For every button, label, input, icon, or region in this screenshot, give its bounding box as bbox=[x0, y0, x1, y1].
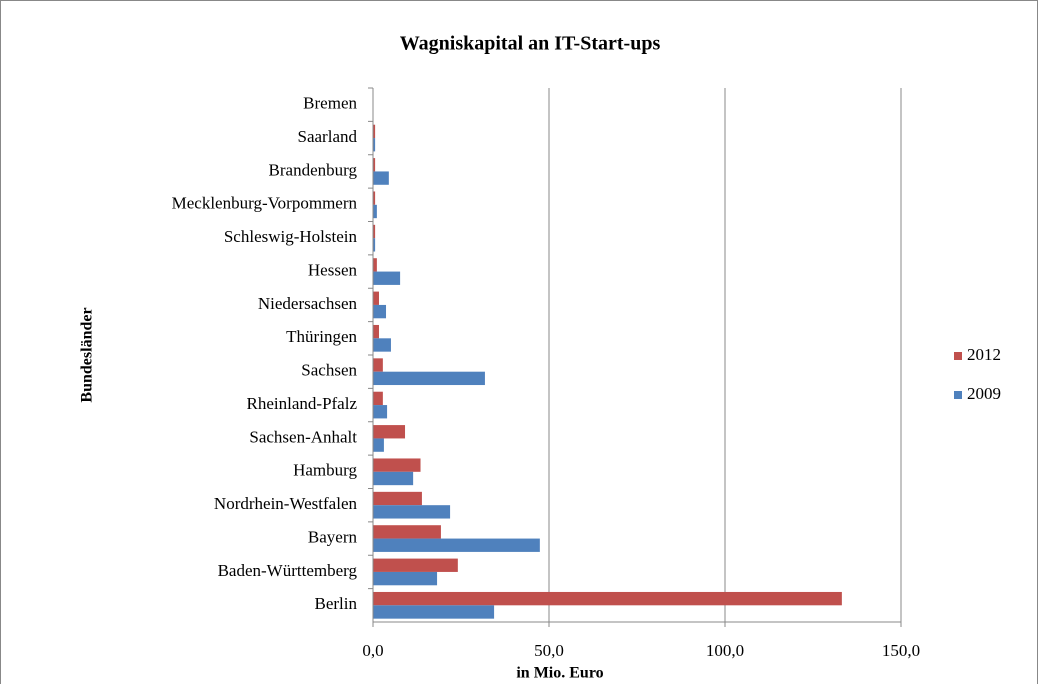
legend-swatch bbox=[954, 352, 962, 360]
x-tick-label: 100,0 bbox=[706, 641, 744, 660]
bar bbox=[373, 391, 383, 406]
x-axis-title: in Mio. Euro bbox=[516, 665, 603, 682]
bar bbox=[373, 304, 387, 319]
x-tick-label: 50,0 bbox=[534, 641, 564, 660]
bar bbox=[373, 224, 376, 239]
bar bbox=[373, 158, 376, 172]
y-tick-label: Bremen bbox=[303, 94, 357, 113]
bar bbox=[373, 438, 384, 452]
bar bbox=[373, 324, 379, 339]
bar bbox=[373, 591, 842, 606]
y-tick-label: Thüringen bbox=[286, 327, 357, 346]
y-tick-label: Rheinland-Pfalz bbox=[247, 394, 358, 413]
legend-label: 2012 bbox=[967, 345, 1001, 364]
bar bbox=[373, 124, 376, 139]
bar bbox=[373, 425, 406, 439]
legend-label: 2009 bbox=[967, 384, 1001, 403]
y-tick-label: Brandenburg bbox=[269, 160, 358, 179]
bar bbox=[373, 171, 389, 185]
y-tick-label: Mecklenburg-Vorpommern bbox=[172, 194, 358, 213]
bar bbox=[373, 538, 540, 552]
bar bbox=[373, 458, 421, 472]
bar bbox=[373, 605, 495, 619]
bar bbox=[373, 271, 401, 285]
y-axis-title: Bundesländer bbox=[79, 307, 96, 402]
y-tick-label: Berlin bbox=[315, 594, 358, 613]
x-tick-label: 150,0 bbox=[882, 641, 920, 660]
y-tick-label: Sachsen-Anhalt bbox=[249, 427, 357, 446]
y-tick-label: Nordrhein-Westfalen bbox=[214, 494, 358, 513]
y-tick-label: Baden-Württemberg bbox=[218, 561, 358, 580]
y-tick-label: Hessen bbox=[308, 260, 358, 279]
bar bbox=[373, 525, 441, 539]
bar bbox=[373, 491, 422, 506]
y-tick-label: Saarland bbox=[298, 127, 358, 146]
bar bbox=[373, 338, 391, 352]
y-tick-label: Niedersachsen bbox=[258, 294, 358, 313]
bar bbox=[373, 505, 451, 519]
bar bbox=[373, 358, 383, 372]
y-tick-label: Hamburg bbox=[293, 461, 357, 480]
bar bbox=[373, 571, 438, 586]
legend-swatch bbox=[954, 391, 962, 399]
y-tick-label: Bayern bbox=[308, 527, 358, 546]
bar bbox=[373, 191, 376, 205]
bar bbox=[373, 558, 458, 572]
bar bbox=[373, 405, 388, 419]
bar bbox=[373, 471, 414, 486]
bar bbox=[373, 291, 379, 305]
y-tick-label: Schleswig-Holstein bbox=[224, 227, 358, 246]
y-tick-label: Sachsen bbox=[301, 361, 357, 380]
bar bbox=[373, 258, 377, 272]
x-tick-label: 0,0 bbox=[362, 641, 383, 660]
bar bbox=[373, 138, 376, 152]
chart-title: Wagniskapital an IT-Start-ups bbox=[400, 33, 661, 55]
bar bbox=[373, 204, 377, 219]
bar bbox=[373, 371, 485, 386]
bar bbox=[373, 238, 376, 252]
